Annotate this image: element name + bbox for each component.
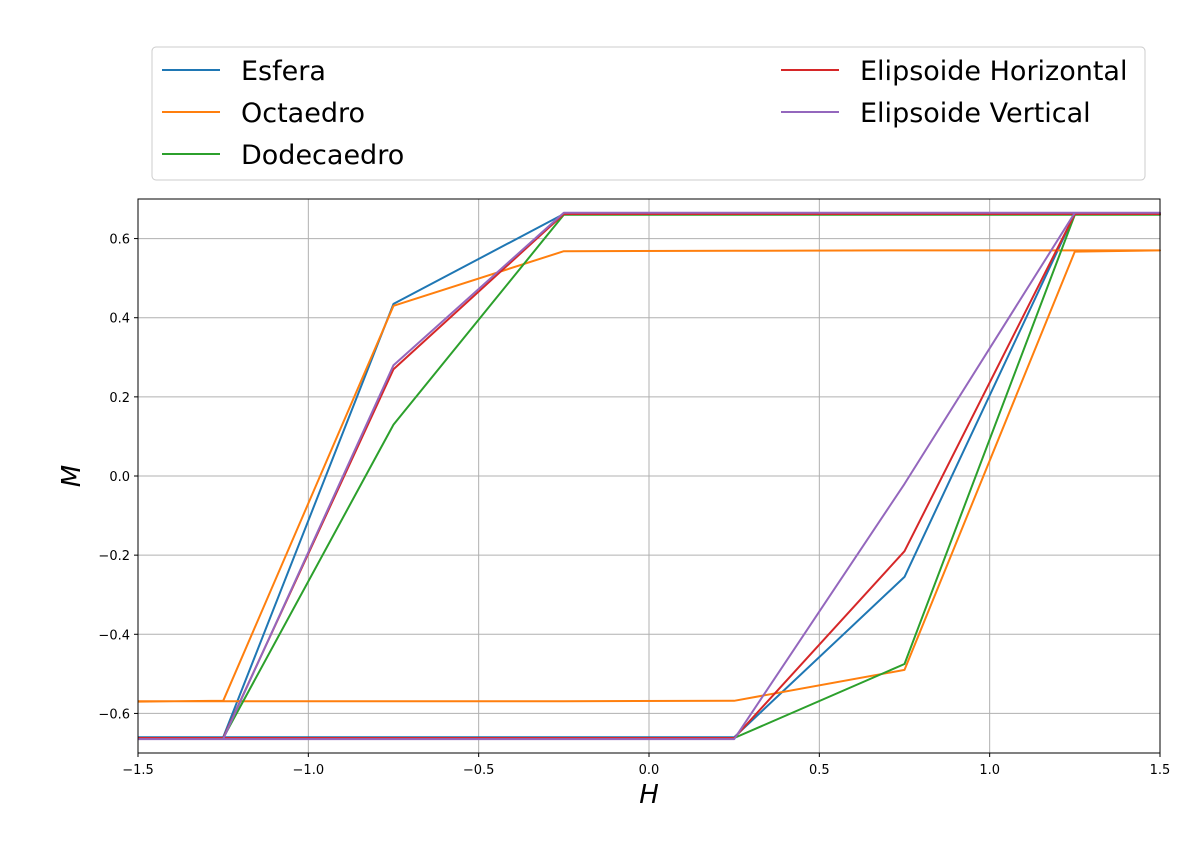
y-tick-label: −0.2 [98, 549, 130, 564]
legend-label: Elipsoide Vertical [860, 98, 1091, 129]
legend: Esfera Octaedro Dodecaedro Elipsoide Horizo… [151, 46, 1146, 181]
x-tick-label: 0.0 [639, 763, 660, 778]
axis-ticks: −1.5 −1.0 −0.5 0.0 0.5 1.0 1.5 0.6 0.4 0.2 0.0 −0.2… [98, 233, 1170, 778]
x-tick-label: −0.5 [463, 763, 495, 778]
x-tick-label: 0.5 [809, 763, 830, 778]
y-tick-label: 0.4 [109, 312, 130, 327]
legend-label: Octaedro [241, 98, 365, 129]
y-tick-label: 0.6 [109, 233, 130, 248]
legend-label: Elipsoide Horizontal [860, 56, 1127, 87]
legend-frame [151, 46, 1146, 181]
y-tick-label: −0.4 [98, 628, 130, 643]
y-axis-label: M [57, 465, 87, 487]
x-axis-label: H [639, 780, 659, 810]
x-tick-label: −1.0 [293, 763, 325, 778]
legend-label: Dodecaedro [241, 140, 404, 171]
x-tick-label: 1.5 [1150, 763, 1171, 778]
y-tick-label: 0.0 [109, 470, 130, 485]
y-tick-label: 0.2 [109, 391, 130, 406]
x-tick-label: −1.5 [122, 763, 154, 778]
y-tick-label: −0.6 [98, 707, 130, 722]
x-tick-label: 1.0 [979, 763, 1000, 778]
legend-label: Esfera [241, 56, 326, 87]
